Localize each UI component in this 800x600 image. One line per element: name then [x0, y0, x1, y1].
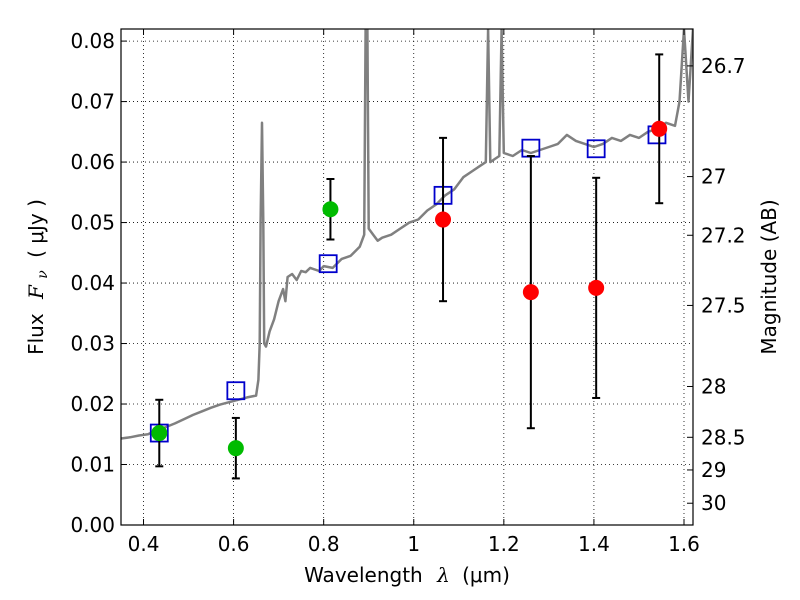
y-axis-title-symbol: F [24, 284, 48, 300]
y2-axis-title: Magnitude (AB) [757, 199, 781, 354]
plot-area [121, 29, 693, 480]
data-point-green [151, 425, 168, 442]
data-point-green [322, 201, 339, 218]
y-tick-label: 0.05 [70, 211, 115, 235]
mag-tick-label: 28 [701, 374, 726, 398]
data-point-red [651, 120, 668, 137]
y-tick-label: 0.07 [70, 90, 115, 114]
model-point-square [226, 381, 246, 401]
y-axis-title: Flux F ν ( μJy ) [24, 199, 52, 355]
x-axis-title-symbol: λ [436, 563, 450, 587]
x-tick-label: 1.4 [578, 532, 610, 556]
mag-tick-label: 27.2 [701, 223, 746, 247]
y-tick-label: 0.02 [70, 392, 115, 416]
data-point-red [522, 284, 539, 301]
x-tick-label: 1 [407, 532, 420, 556]
y-axis-title-subscript: ν [35, 270, 51, 279]
x-axis-title-unit: (μm) [462, 563, 510, 587]
y-tick-label: 0.04 [70, 271, 115, 295]
y-axis-title-text: Flux [24, 313, 48, 355]
mag-tick-label: 28.5 [701, 425, 746, 449]
data-point-red [435, 211, 452, 228]
x-tick-label: 0.4 [128, 532, 160, 556]
mag-tick-label: 30 [701, 491, 726, 515]
y-tick-label: 0.08 [70, 29, 115, 53]
x-axis-title: Wavelength λ (μm) [304, 563, 510, 587]
x-axis-title-text: Wavelength [304, 563, 423, 587]
y-axis-title-unit: ( μJy ) [24, 199, 48, 258]
x-tick-label: 1.2 [488, 532, 520, 556]
y-tick-label: 0.00 [70, 513, 115, 537]
grid-lines [121, 29, 693, 526]
y-tick-label: 0.01 [70, 453, 115, 477]
mag-tick-label: 29 [701, 458, 726, 482]
axes [120, 28, 694, 526]
data-point-red [588, 279, 605, 296]
data-point-green [227, 440, 244, 457]
mag-tick-label: 26.7 [701, 54, 746, 78]
model-spectrum-line [121, 29, 693, 440]
x-tick-label: 1.6 [668, 532, 700, 556]
mag-tick-label: 27 [701, 165, 726, 189]
x-tick-label: 0.6 [218, 532, 250, 556]
model-point-square [318, 254, 338, 274]
y-tick-label: 0.06 [70, 150, 115, 174]
plot-frame [120, 28, 694, 526]
ticks: 0.4 0.6 0.8 1 1.2 1.4 1.6 0.00 0.01 0.02 0.03 0.04 0… [70, 29, 746, 556]
model-point-square [586, 139, 606, 159]
mag-tick-label: 27.5 [701, 293, 746, 317]
y-tick-label: 0.03 [70, 332, 115, 356]
x-tick-label: 0.8 [308, 532, 340, 556]
